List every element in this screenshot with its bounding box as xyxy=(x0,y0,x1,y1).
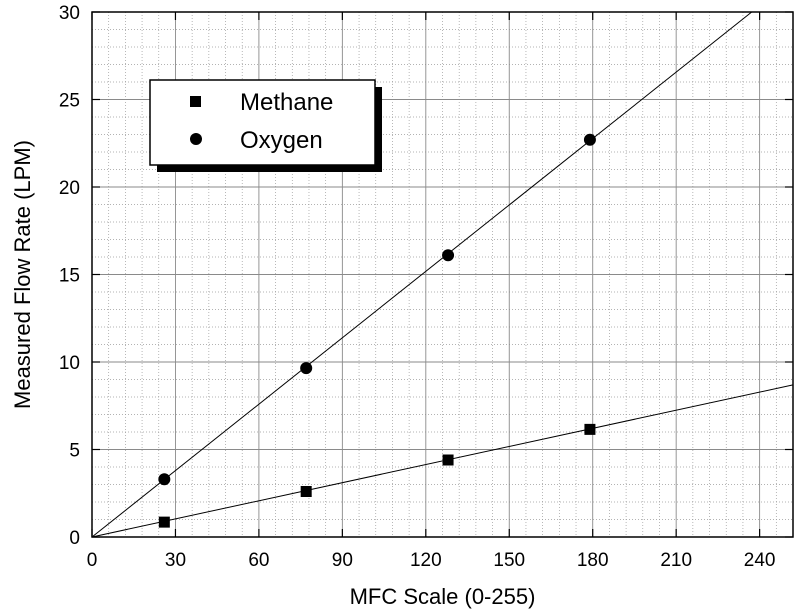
data-point-oxygen xyxy=(442,249,455,262)
axis-ticks: 0 30 60 90 120 150 180 210 240 0 5 10 15 20 25 30 xyxy=(59,3,793,571)
fit-line-methane xyxy=(91,384,794,538)
legend-marker-methane xyxy=(190,96,201,107)
fit-lines xyxy=(91,11,794,538)
legend-marker-oxygen xyxy=(190,133,202,145)
y-tick-label: 0 xyxy=(69,528,80,549)
data-point-oxygen xyxy=(158,473,171,486)
y-tick-label: 25 xyxy=(59,91,80,112)
y-tick-label: 10 xyxy=(59,353,80,374)
x-tick-label: 90 xyxy=(332,550,353,571)
x-axis-title: MFC Scale (0-255) xyxy=(350,584,536,609)
legend: Methane Oxygen xyxy=(149,79,382,172)
y-tick-label: 5 xyxy=(69,441,80,462)
data-point-oxygen xyxy=(583,133,596,146)
y-tick-label: 20 xyxy=(59,178,80,199)
x-tick-label: 30 xyxy=(165,550,186,571)
legend-label-oxygen: Oxygen xyxy=(240,127,323,154)
data-point-oxygen xyxy=(300,362,313,375)
data-point-methane xyxy=(300,486,312,497)
data-point-methane xyxy=(158,516,170,528)
y-tick-label: 30 xyxy=(59,3,80,24)
fit-line-oxygen xyxy=(91,11,753,538)
x-tick-label: 240 xyxy=(744,550,776,571)
legend-box xyxy=(149,79,376,166)
legend-label-methane: Methane xyxy=(240,89,333,116)
y-axis-title: Measured Flow Rate (LPM) xyxy=(10,140,35,409)
x-tick-label: 150 xyxy=(493,550,525,571)
x-tick-label: 60 xyxy=(248,550,269,571)
x-tick-label: 0 xyxy=(87,550,98,571)
x-tick-label: 180 xyxy=(577,550,609,571)
data-point-methane xyxy=(584,423,596,435)
x-tick-label: 120 xyxy=(410,550,442,571)
x-tick-label: 210 xyxy=(660,550,692,571)
y-tick-label: 15 xyxy=(59,266,80,287)
data-point-methane xyxy=(442,454,454,466)
data-markers xyxy=(158,133,596,528)
